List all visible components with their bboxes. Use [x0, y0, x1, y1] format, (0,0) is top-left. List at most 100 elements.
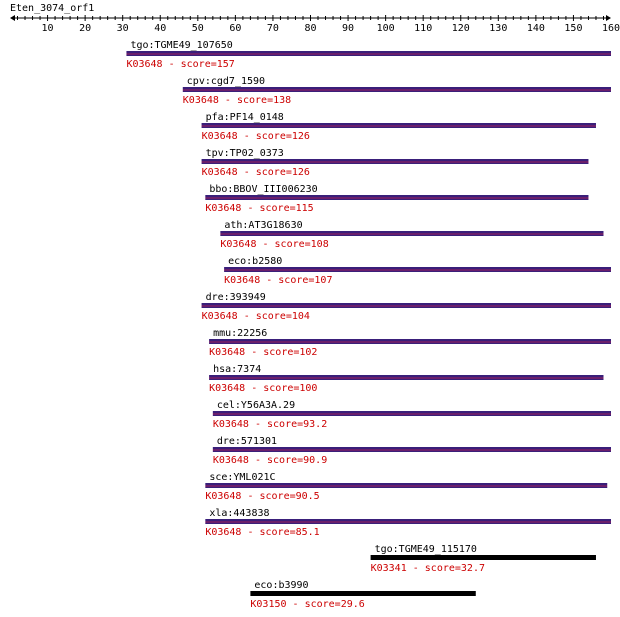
hit-bar[interactable]: [205, 521, 611, 523]
hit-name[interactable]: tgo:TGME49_107650: [130, 40, 232, 51]
hit-score-separator: - score=: [241, 527, 295, 538]
hit-score-separator: - score=: [163, 59, 217, 70]
hit-row[interactable]: ath:AT3G18630 K03648 - score=108: [220, 220, 604, 250]
hit-name[interactable]: tgo:TGME49_115170: [375, 544, 477, 555]
ruler-tick-label: 160: [602, 23, 620, 34]
hit-row[interactable]: eco:b3990 K03150 - score=29.6: [250, 580, 476, 610]
hit-score: 104: [292, 311, 310, 322]
hit-name[interactable]: pfa:PF14_0148: [206, 112, 284, 123]
hit-bar[interactable]: [205, 485, 608, 487]
hit-score-label[interactable]: K03648 - score=138: [183, 95, 291, 106]
hit-score: 115: [296, 203, 314, 214]
hit-row[interactable]: cpv:cgd7_1590 K03648 - score=138: [182, 76, 611, 106]
hit-score-separator: - score=: [241, 203, 295, 214]
hit-score-label[interactable]: K03648 - score=126: [202, 167, 310, 178]
hit-bar[interactable]: [212, 413, 611, 415]
hit-score: 90.5: [296, 491, 320, 502]
hit-bar[interactable]: [201, 161, 589, 163]
hit-name[interactable]: dre:571301: [217, 436, 277, 447]
hit-score: 107: [314, 275, 332, 286]
hit-score-separator: - score=: [241, 491, 295, 502]
hit-score-label[interactable]: K03150 - score=29.6: [250, 599, 364, 610]
hit-score-separator: - score=: [407, 563, 461, 574]
hit-bar[interactable]: [209, 341, 612, 343]
hit-score-separator: - score=: [238, 131, 292, 142]
hit-row[interactable]: eco:b2580 K03648 - score=107: [224, 256, 611, 286]
hit-score-label[interactable]: K03648 - score=93.2: [213, 419, 327, 430]
hit-score-label[interactable]: K03648 - score=85.1: [205, 527, 319, 538]
hit-bar-edge: [212, 447, 611, 449]
hit-bar-edge: [209, 375, 604, 377]
hit-bar[interactable]: [250, 591, 476, 596]
hit-bar[interactable]: [220, 233, 604, 235]
hit-row[interactable]: xla:443838 K03648 - score=85.1: [205, 508, 611, 538]
ruler-tick-label: 130: [489, 23, 507, 34]
hit-bar[interactable]: [126, 53, 611, 55]
hit-bar-edge: [205, 195, 589, 197]
hit-bar-edge: [212, 411, 611, 413]
hit-bar-edge: [220, 235, 604, 236]
hit-name[interactable]: mmu:22256: [213, 328, 267, 339]
hit-name[interactable]: cpv:cgd7_1590: [187, 76, 265, 87]
hit-bar[interactable]: [182, 89, 611, 91]
hit-row[interactable]: cel:Y56A3A.29 K03648 - score=93.2: [212, 400, 611, 430]
hit-row[interactable]: dre:571301 K03648 - score=90.9: [212, 436, 611, 466]
ruler-tick-label: 10: [42, 23, 54, 34]
hit-score-label[interactable]: K03648 - score=90.5: [205, 491, 319, 502]
hit-row[interactable]: tgo:TGME49_115170 K03341 - score=32.7: [370, 544, 596, 574]
hit-score-label[interactable]: K03648 - score=115: [205, 203, 313, 214]
hit-name[interactable]: dre:393949: [206, 292, 266, 303]
hit-name[interactable]: ath:AT3G18630: [224, 220, 302, 231]
hit-ko: K03648: [202, 167, 238, 178]
hit-name[interactable]: tpv:TP02_0373: [206, 148, 284, 159]
hit-bar[interactable]: [212, 449, 611, 451]
hit-row[interactable]: hsa:7374 K03648 - score=100: [209, 364, 604, 394]
hit-row[interactable]: mmu:22256 K03648 - score=102: [209, 328, 612, 358]
hit-bar-edge: [201, 303, 611, 305]
hit-name[interactable]: eco:b3990: [254, 580, 308, 591]
hit-score-label[interactable]: K03648 - score=100: [209, 383, 317, 394]
hit-bar[interactable]: [224, 269, 611, 271]
hit-row[interactable]: tgo:TGME49_107650 K03648 - score=157: [126, 40, 611, 70]
hit-ko: K03648: [209, 383, 245, 394]
hit-ko: K03648: [205, 527, 241, 538]
hit-score-label[interactable]: K03648 - score=90.9: [213, 455, 327, 466]
hit-ko: K03648: [213, 419, 249, 430]
hit-ko: K03648: [202, 311, 238, 322]
hit-row[interactable]: bbo:BBOV_III006230 K03648 - score=115: [205, 184, 589, 214]
hit-bar[interactable]: [205, 197, 589, 199]
hit-bar-edge: [209, 379, 604, 380]
hit-bar[interactable]: [201, 125, 596, 127]
hit-score-separator: - score=: [256, 239, 310, 250]
ruler-tick-label: 150: [564, 23, 582, 34]
hit-name[interactable]: bbo:BBOV_III006230: [209, 184, 317, 195]
ruler-tick-label: 140: [527, 23, 545, 34]
hit-score: 93.2: [303, 419, 327, 430]
hit-score-label[interactable]: K03341 - score=32.7: [371, 563, 485, 574]
hit-row[interactable]: pfa:PF14_0148 K03648 - score=126: [201, 112, 596, 142]
hit-score-label[interactable]: K03648 - score=102: [209, 347, 317, 358]
hit-row[interactable]: dre:393949 K03648 - score=104: [201, 292, 611, 322]
hit-name[interactable]: eco:b2580: [228, 256, 282, 267]
hit-name[interactable]: xla:443838: [209, 508, 269, 519]
hit-name[interactable]: hsa:7374: [213, 364, 261, 375]
hit-score-label[interactable]: K03648 - score=157: [126, 59, 234, 70]
hit-name[interactable]: cel:Y56A3A.29: [217, 400, 295, 411]
hit-bar[interactable]: [209, 377, 604, 379]
hit-ko: K03648: [209, 347, 245, 358]
hit-row[interactable]: tpv:TP02_0373 K03648 - score=126: [201, 148, 589, 178]
hit-score-label[interactable]: K03648 - score=104: [202, 311, 310, 322]
hit-score-label[interactable]: K03648 - score=126: [202, 131, 310, 142]
hit-ko: K03341: [371, 563, 407, 574]
hit-name[interactable]: sce:YML021C: [209, 472, 275, 483]
hit-row[interactable]: sce:YML021C K03648 - score=90.5: [205, 472, 608, 502]
hit-bar[interactable]: [370, 555, 596, 560]
hit-score: 126: [292, 131, 310, 142]
hit-score: 138: [273, 95, 291, 106]
hit-score-label[interactable]: K03648 - score=108: [220, 239, 328, 250]
hit-bar[interactable]: [201, 305, 611, 307]
hit-score-label[interactable]: K03648 - score=107: [224, 275, 332, 286]
hit-bar-edge: [224, 267, 611, 269]
ruler-tick-label: 30: [117, 23, 129, 34]
